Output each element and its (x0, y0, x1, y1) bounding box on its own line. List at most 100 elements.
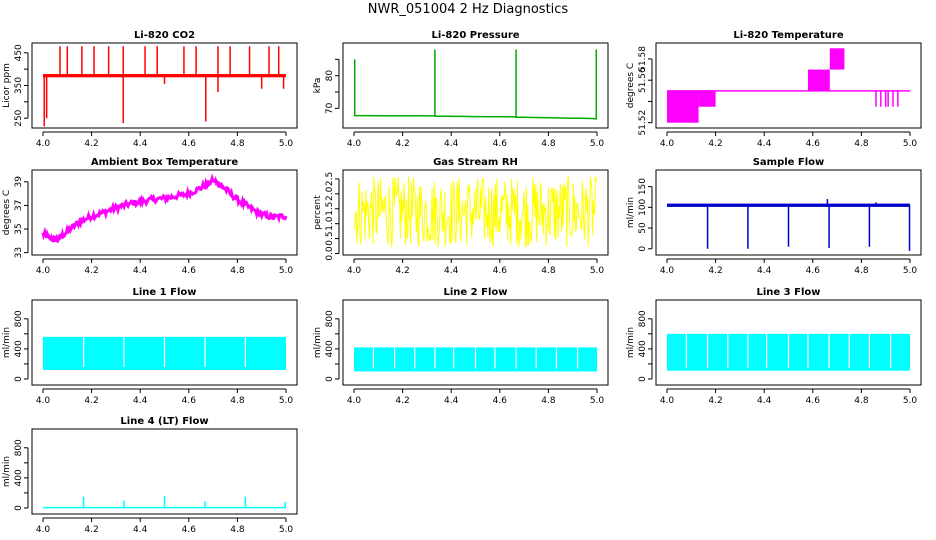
x-tick-label: 4.6 (182, 525, 197, 535)
x-tick-label: 4.4 (757, 139, 772, 149)
x-tick-label: 4.6 (182, 396, 197, 406)
x-tick-label: 4.4 (444, 396, 459, 406)
y-tick-label: 0.5 (325, 231, 335, 245)
plot-title: Sample Flow (753, 157, 825, 168)
x-tick-label: 4.6 (806, 266, 821, 276)
x-tick-label: 4.8 (230, 139, 245, 149)
y-tick-label: 450 (14, 44, 24, 61)
x-tick-label: 4.2 (84, 139, 98, 149)
y-tick-label: 100 (638, 198, 648, 215)
y-tick-label: 2.5 (325, 172, 335, 186)
plot-frame (342, 169, 609, 256)
x-tick-label: 4.0 (36, 139, 51, 149)
y-axis-label: ml/min (2, 327, 12, 358)
chart-pressure: Li-820 Pressure kPa 4.0 4.2 4.4 4.6 4.8 5.0 70 80 (313, 30, 609, 149)
plot-title: Line 4 (LT) Flow (120, 416, 208, 427)
y-tick-label: 400 (14, 469, 24, 486)
x-tick-label: 4.6 (806, 139, 821, 149)
y-tick-label: 1.5 (325, 202, 335, 216)
x-tick-label: 5.0 (903, 396, 918, 406)
x-tick-label: 5.0 (279, 396, 294, 406)
y-axis-label: kPa (313, 78, 323, 94)
data-series (41, 173, 288, 244)
x-tick-label: 4.2 (84, 266, 98, 276)
chart-sample_flow: Sample Flow ml/min 4.0 4.2 4.4 4.6 4.8 5.0 0 50 10… (626, 157, 922, 276)
y-tick-label: 80 (325, 70, 335, 82)
x-tick-label: 4.0 (660, 396, 675, 406)
x-tick-label: 4.8 (541, 396, 556, 406)
x-tick-label: 4.4 (133, 525, 148, 535)
x-tick-label: 4.2 (395, 396, 409, 406)
y-tick-label: 0 (325, 376, 335, 382)
temperature-block (829, 48, 845, 70)
y-tick-label: 800 (638, 310, 648, 327)
x-tick-label: 5.0 (903, 139, 918, 149)
x-tick-label: 4.8 (854, 139, 869, 149)
plot-frame (31, 169, 298, 256)
plot-frame (31, 299, 298, 386)
y-tick-label: 35 (14, 223, 24, 234)
plot-frame (655, 299, 922, 386)
x-tick-label: 4.6 (182, 139, 197, 149)
y-tick-label: 0 (638, 246, 648, 252)
chart-rh: Gas Stream RH percent 4.0 4.2 4.4 4.6 4.8 5.0 0.… (313, 157, 609, 276)
y-tick-label: 51.52 (638, 110, 648, 136)
y-tick-label: 50 (638, 222, 648, 234)
x-tick-label: 4.0 (347, 139, 362, 149)
plot-frame (31, 428, 298, 515)
y-tick-label: 33 (14, 247, 24, 258)
y-tick-label: 250 (14, 109, 24, 126)
x-tick-label: 5.0 (279, 266, 294, 276)
y-axis-label: Licor ppm (2, 63, 12, 108)
y-tick-label: 70 (325, 102, 335, 114)
plot-title: Line 3 Flow (757, 287, 821, 298)
x-tick-label: 5.0 (590, 266, 605, 276)
y-tick-label: 800 (325, 310, 335, 327)
chart-line2: Line 2 Flow ml/min 4.0 4.2 4.4 4.6 4.8 5.0 0 400 8… (313, 287, 609, 406)
x-tick-label: 4.8 (230, 525, 245, 535)
y-tick-label: 0 (14, 376, 24, 382)
x-tick-label: 4.0 (347, 266, 362, 276)
x-tick-label: 4.0 (660, 266, 675, 276)
x-tick-label: 4.0 (36, 396, 51, 406)
y-axis-label: degrees C (626, 63, 636, 108)
chart-co2: Li-820 CO2 Licor ppm 4.0 4.2 4.4 4.6 4.8 5.0 250… (2, 30, 298, 149)
chart-licor_temp: Li-820 Temperature degrees C 4.0 4.2 4.4 4.6 4… (626, 30, 922, 149)
temperature-block (807, 69, 830, 91)
y-tick-label: 1.0 (325, 216, 335, 231)
plot-title: Ambient Box Temperature (91, 157, 238, 168)
x-tick-label: 4.2 (84, 525, 98, 535)
plot-title: Line 2 Flow (444, 287, 508, 298)
x-tick-label: 4.0 (660, 139, 675, 149)
x-tick-label: 5.0 (279, 525, 294, 535)
chart-line3: Line 3 Flow ml/min 4.0 4.2 4.4 4.6 4.8 5.0 0 400 8… (626, 287, 922, 406)
x-tick-label: 4.0 (347, 396, 362, 406)
x-tick-label: 4.4 (444, 139, 459, 149)
y-tick-label: 800 (14, 439, 24, 456)
x-tick-label: 4.8 (541, 139, 556, 149)
x-tick-label: 4.8 (854, 396, 869, 406)
y-axis-label: ml/min (626, 327, 636, 358)
plot-title: Li-820 Temperature (733, 30, 843, 41)
temperature-block (698, 90, 716, 107)
x-tick-label: 5.0 (903, 266, 918, 276)
plot-title: Line 1 Flow (133, 287, 197, 298)
y-tick-label: 350 (14, 77, 24, 94)
temperature-block (667, 90, 699, 123)
x-tick-label: 4.6 (182, 266, 197, 276)
x-tick-label: 5.0 (279, 139, 294, 149)
y-axis-label: degrees C (2, 190, 12, 235)
y-tick-label: 400 (14, 340, 24, 357)
y-tick-label: 800 (14, 310, 24, 327)
x-tick-label: 4.2 (395, 139, 409, 149)
x-tick-label: 5.0 (590, 396, 605, 406)
x-tick-label: 4.6 (806, 396, 821, 406)
chart-line4: Line 4 (LT) Flow ml/min 4.0 4.2 4.4 4.6 4.8 5.0… (2, 416, 298, 535)
plot-title: Li-820 Pressure (431, 30, 519, 41)
figure-title: NWR_051004 2 Hz Diagnostics (367, 2, 569, 17)
x-tick-label: 4.8 (230, 396, 245, 406)
y-tick-label: 2.0 (325, 186, 335, 201)
x-tick-label: 4.6 (493, 396, 508, 406)
x-tick-label: 4.8 (230, 266, 245, 276)
y-tick-label: 51.58 (638, 46, 648, 72)
